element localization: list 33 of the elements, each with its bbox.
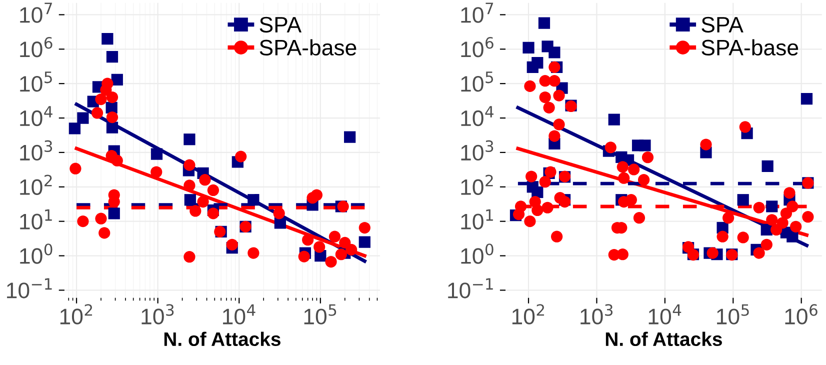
x-tick-label: 10$^{2}$ [512,304,544,324]
x-tick-label: 10$^{5}$ [304,304,336,324]
legend-label: SPA [260,16,302,33]
y-tick-label: 10$^{2}$ [20,174,52,195]
y-tick-label: 10$^{3}$ [20,140,52,161]
x-tick-label: 10$^{3}$ [142,304,174,324]
y-tick-label: 10$^{1}$ [20,209,52,230]
y-tick-label: 10$^{1}$ [461,209,493,230]
y-tick-label: 10$^{0}$ [461,244,494,264]
y-tick-label: 10$^{6}$ [461,36,494,58]
legend-label: SPA [702,16,744,33]
x-tick-label: 10$^{4}$ [223,304,256,324]
y-tick-label: 10$^{−1}$ [7,278,52,298]
x-axis-title: N. of Attacks [164,332,280,346]
x-tick-label: 10$^{5}$ [717,304,749,324]
x-axis-title: N. of Attacks [606,332,722,346]
y-tick-label: 10$^{3}$ [461,140,494,161]
x-tick-label: 10$^{3}$ [580,304,613,324]
x-tick-label: 10$^{6}$ [785,304,818,324]
y-tick-label: 10$^{−1}$ [448,278,493,298]
y-tick-label: 10$^{7}$ [461,2,494,23]
y-tick-label: 10$^{7}$ [20,2,52,23]
legend-label: SPA-base [702,39,798,56]
legend-label: SPA-base [260,39,356,56]
y-tick-label: 10$^{0}$ [20,244,52,264]
y-tick-label: 10$^{6}$ [20,36,52,58]
y-tick-label: 10$^{5}$ [461,72,494,92]
x-tick-label: 10$^{2}$ [60,304,92,324]
x-tick-label: 10$^{4}$ [648,304,682,324]
y-tick-label: 10$^{4}$ [461,106,494,126]
y-tick-label: 10$^{2}$ [461,174,493,195]
y-tick-label: 10$^{4}$ [20,106,52,126]
y-tick-label: 10$^{5}$ [20,72,52,92]
